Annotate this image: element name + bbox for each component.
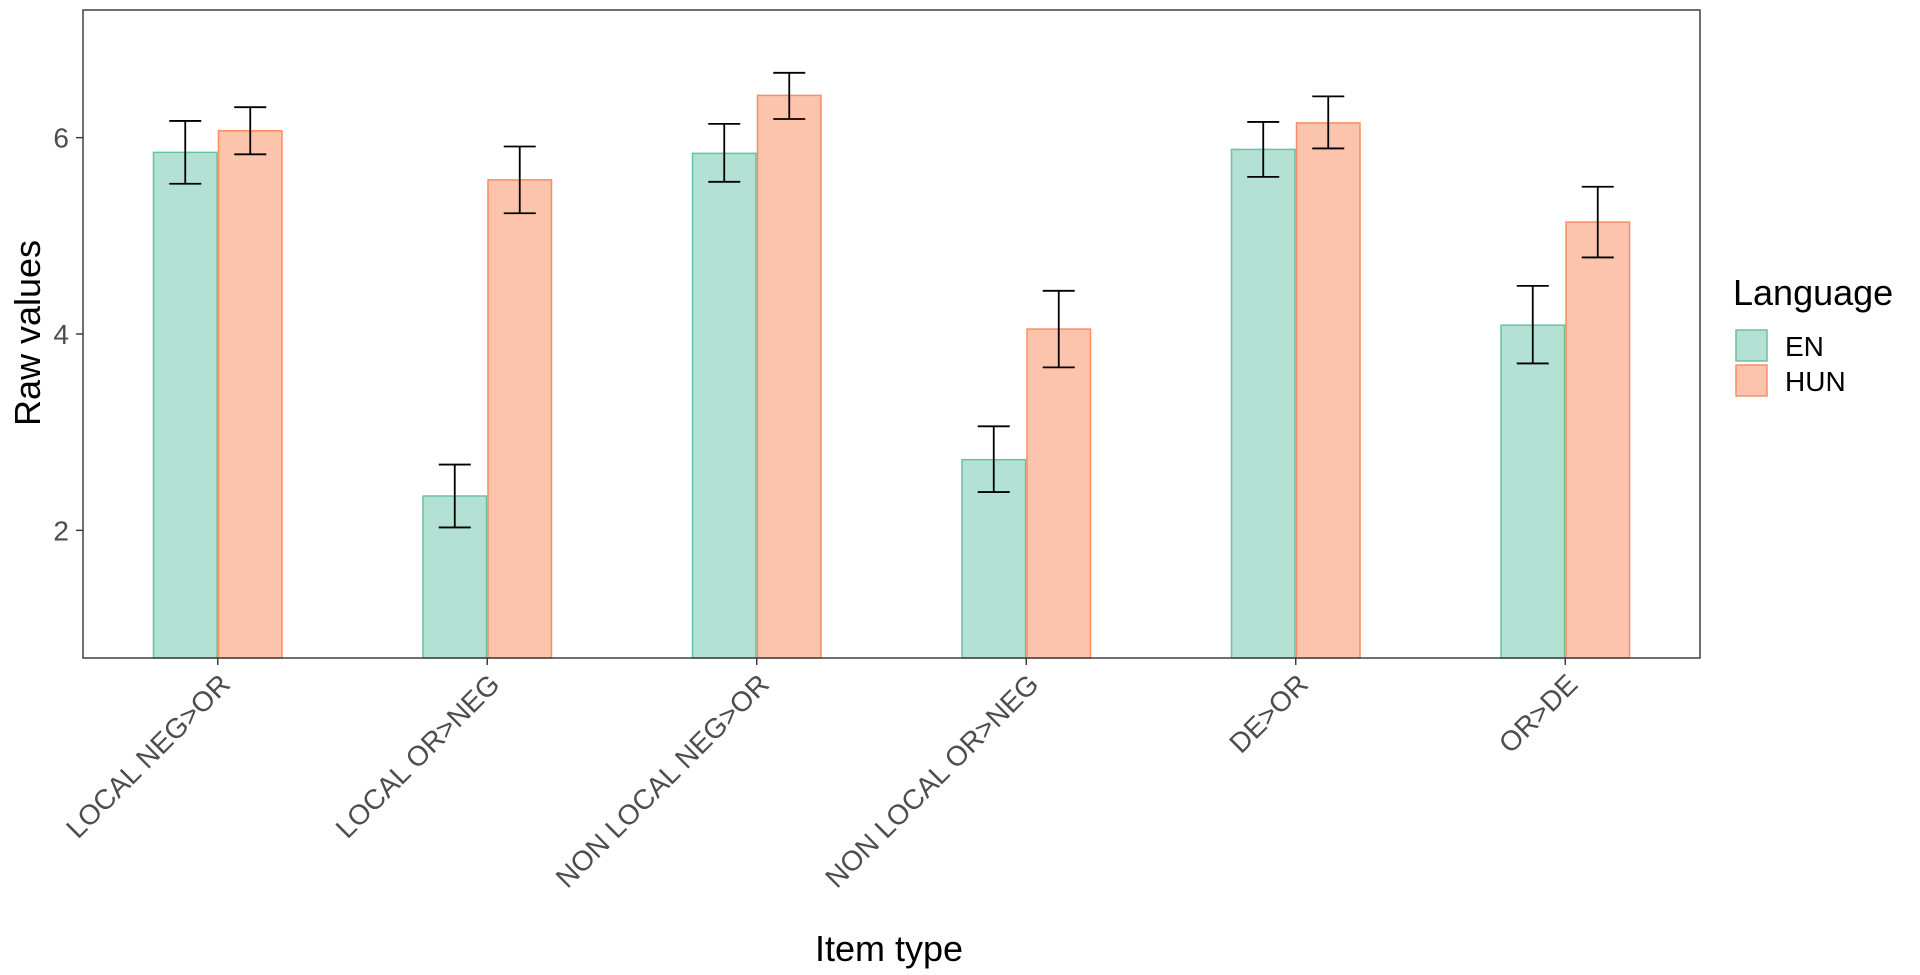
bar-hun xyxy=(487,179,553,659)
x-axis-title: Item type xyxy=(815,928,963,969)
bar-en xyxy=(1230,148,1296,659)
y-axis-title: Raw values xyxy=(7,240,48,426)
bar-hun xyxy=(1026,328,1092,659)
legend-label-en: EN xyxy=(1785,331,1824,362)
x-axis: LOCAL NEG>OR LOCAL OR>NEG NON LOCAL NEG>OR… xyxy=(60,658,1583,894)
y-tick-label: 4 xyxy=(53,319,69,350)
y-tick-label: 2 xyxy=(53,515,69,546)
x-tick-label: OR>DE xyxy=(1493,668,1584,759)
x-tick-label: NON LOCAL NEG>OR xyxy=(550,668,775,893)
y-tick-label: 6 xyxy=(53,123,69,154)
legend-label-hun: HUN xyxy=(1785,366,1846,397)
legend-key-en xyxy=(1735,329,1768,362)
x-tick-label: NON LOCAL OR>NEG xyxy=(819,668,1044,893)
x-tick-label: LOCAL NEG>OR xyxy=(60,668,236,844)
x-tick-label: DE>OR xyxy=(1223,668,1314,759)
legend-key-hun xyxy=(1735,364,1768,397)
legend-items: EN HUN xyxy=(1735,329,1846,397)
legend: Language EN HUN xyxy=(1733,272,1893,397)
bar-hun xyxy=(217,130,283,659)
error-bars-layer xyxy=(169,71,1614,529)
bar-hun xyxy=(1295,122,1361,659)
bar-en xyxy=(691,152,757,659)
bar-en xyxy=(152,151,218,659)
legend-title: Language xyxy=(1733,272,1893,313)
bar-hun xyxy=(756,94,822,659)
bar-en xyxy=(1500,324,1566,659)
y-axis: 2 4 6 xyxy=(53,123,83,546)
bar-hun xyxy=(1565,221,1631,659)
x-tick-label: LOCAL OR>NEG xyxy=(330,668,506,844)
bars-layer xyxy=(152,94,1631,659)
plot-panel-border xyxy=(82,9,1701,659)
